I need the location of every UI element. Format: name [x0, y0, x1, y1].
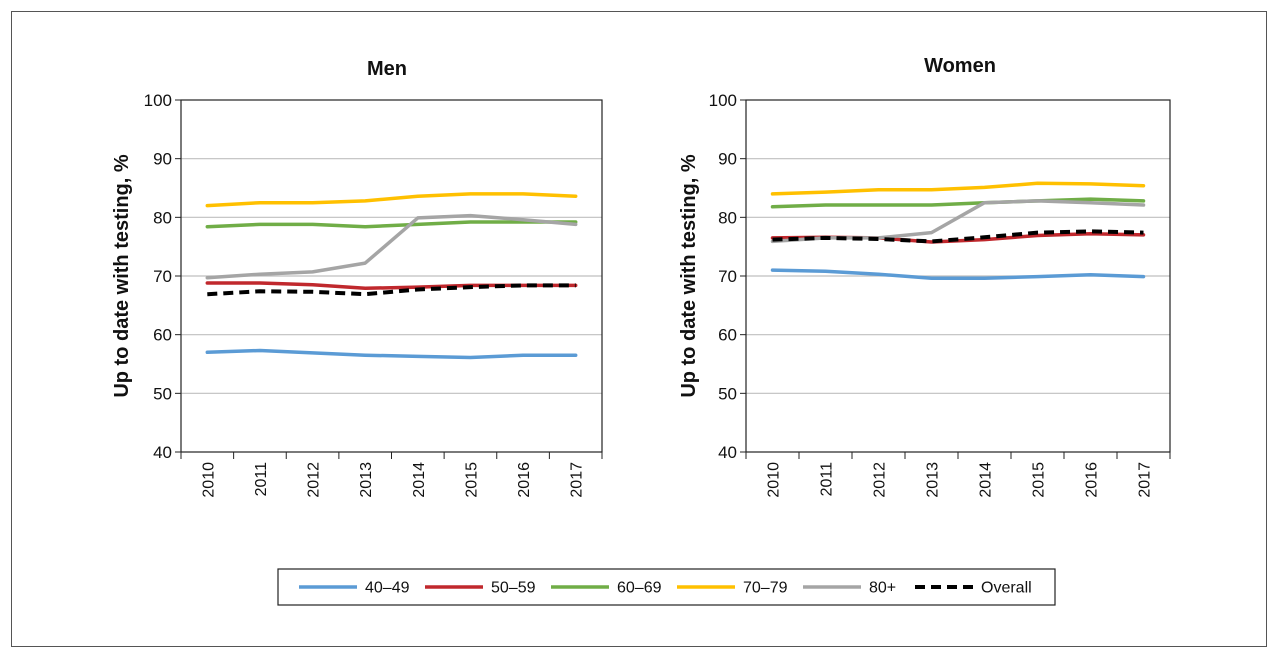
y-tick-label: 90	[153, 150, 172, 169]
x-tick-label: 2013	[925, 462, 942, 498]
x-tick-label: 2015	[1031, 462, 1048, 498]
x-tick-label: 2012	[872, 462, 889, 498]
y-tick-label: 60	[153, 326, 172, 345]
chart-title: Women	[924, 55, 996, 77]
series-line-40-49	[770, 268, 1146, 281]
legend-label: 80+	[869, 580, 896, 597]
x-tick-label: 2011	[819, 462, 836, 497]
legend-label: 70–79	[743, 580, 788, 597]
x-tick-label: 2016	[1084, 462, 1101, 498]
series-line-overall	[207, 283, 576, 297]
x-tick-label: 2010	[766, 462, 783, 498]
series-line-overall	[772, 229, 1144, 244]
y-tick-label: 40	[718, 443, 737, 462]
y-tick-label: 60	[718, 326, 737, 345]
y-axis-label: Up to date with testing, %	[111, 154, 133, 398]
series-line-70-79	[205, 192, 578, 208]
y-tick-label: 50	[718, 384, 737, 403]
x-tick-label: 2015	[463, 462, 480, 498]
x-tick-label: 2017	[569, 462, 586, 498]
y-tick-label: 70	[718, 267, 737, 286]
figure-frame	[11, 11, 1267, 647]
x-tick-label: 2013	[358, 462, 375, 498]
series-line-70-79	[770, 181, 1146, 196]
y-tick-label: 70	[153, 267, 172, 286]
y-tick-label: 100	[709, 91, 737, 110]
series-line-60-69	[770, 197, 1146, 209]
legend-label: 50–59	[491, 580, 536, 597]
series-line-80-	[770, 199, 1146, 244]
x-tick-label: 2011	[253, 462, 270, 497]
y-tick-label: 50	[153, 384, 172, 403]
legend-label: 60–69	[617, 580, 662, 597]
legend-label: Overall	[981, 580, 1032, 597]
y-axis-label: Up to date with testing, %	[678, 154, 700, 398]
y-tick-label: 90	[718, 150, 737, 169]
x-tick-label: 2017	[1137, 462, 1154, 498]
chart-panel-men: Men 40 50 60 70 80 90 100 2010 2011 2012 2013 2014 20…	[111, 58, 603, 498]
legend-label: 40–49	[365, 580, 410, 597]
x-tick-label: 2010	[200, 462, 217, 498]
y-tick-label: 80	[718, 208, 737, 227]
legend: 40–49 50–59 60–69 70–79 80+ Overall	[277, 568, 1056, 606]
x-tick-label: 2016	[516, 462, 533, 498]
y-tick-label: 40	[153, 443, 172, 462]
x-tick-label: 2012	[306, 462, 323, 498]
x-tick-label: 2014	[411, 462, 428, 498]
series-line-40-49	[205, 348, 578, 360]
x-tick-label: 2014	[978, 462, 995, 498]
series-line-60-69	[205, 220, 578, 229]
series-line-80-	[205, 213, 578, 280]
chart-panel-women: Women 40 50 60 70 80 90 100 2010 2011 2012 2013 2014…	[678, 55, 1171, 498]
y-tick-label: 100	[144, 91, 172, 110]
y-tick-label: 80	[153, 208, 172, 227]
chart-title: Men	[367, 58, 407, 80]
legend-box	[277, 568, 1056, 606]
